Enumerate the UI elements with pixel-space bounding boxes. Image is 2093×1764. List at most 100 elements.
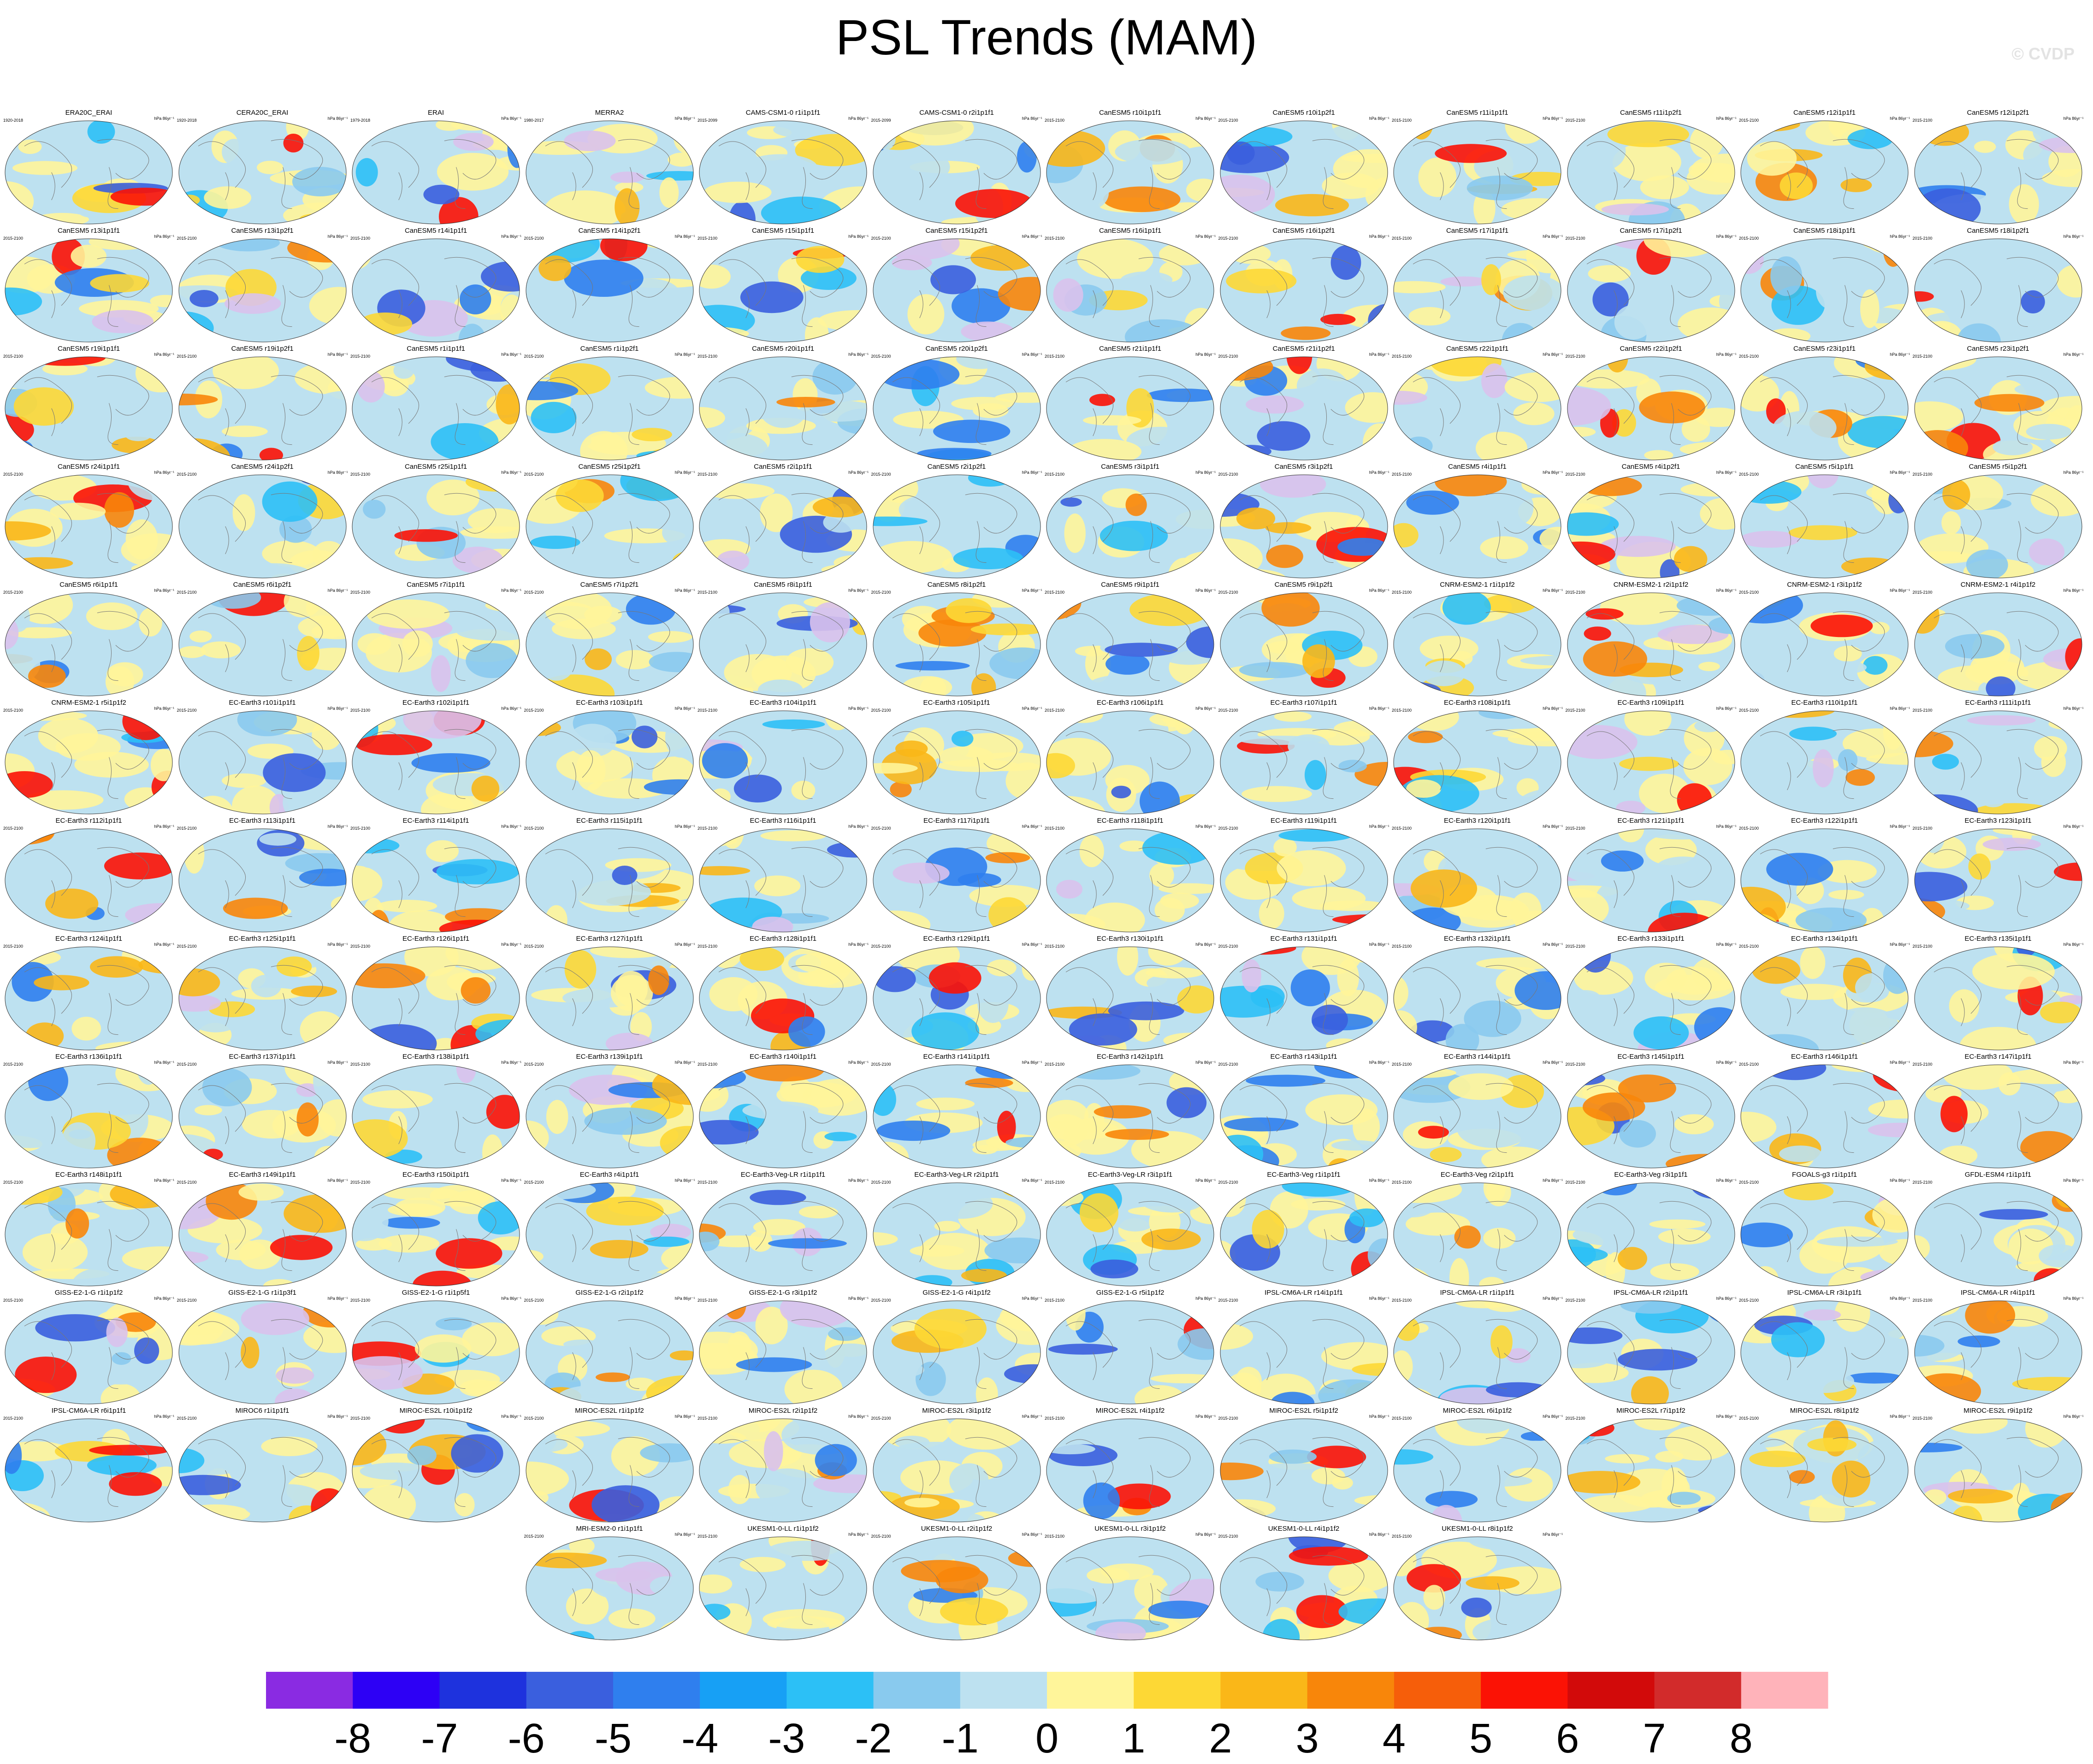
map-panel: CAMS-CSM1-0 r1i1p1f1 2015-2099 hPa 86yr⁻¹	[697, 109, 869, 227]
trend-map	[352, 356, 520, 460]
panel-period: 2015-2100	[698, 354, 718, 359]
panel-units: hPa 86yr⁻¹	[1543, 352, 1563, 357]
panel-period: 2015-2100	[1218, 236, 1238, 241]
panel-period: 2015-2100	[1739, 590, 1759, 595]
panel-title: UKESM1-0-LL r3i1p1f2	[1094, 1525, 1166, 1533]
panel-units: hPa 86yr⁻¹	[1369, 352, 1389, 357]
map-panel: CanESM5 r20i1p2f1 2015-2100 hPa 86yr⁻¹	[870, 345, 1043, 463]
panel-units: hPa 86yr⁻¹	[1369, 1296, 1389, 1301]
panel-units: hPa 86yr⁻¹	[1716, 1060, 1737, 1065]
trend-map	[1914, 356, 2082, 460]
panel-title: EC-Earth3 r119i1p1f1	[1271, 817, 1337, 825]
map-panel: CanESM5 r17i1p1f1 2015-2100 hPa 86yr⁻¹	[1391, 227, 1564, 345]
trend-map	[5, 592, 173, 696]
panel-title: CanESM5 r16i1p2f1	[1272, 227, 1335, 235]
panel-title: EC-Earth3 r132i1p1f1	[1443, 935, 1511, 943]
panel-title: MIROC-ES2L r10i1p1f2	[399, 1407, 473, 1415]
panel-period: 2015-2100	[871, 944, 891, 949]
panel-units: hPa 86yr⁻¹	[1195, 1414, 1216, 1419]
trend-map	[178, 1418, 346, 1522]
trend-map	[526, 1064, 693, 1168]
panel-units: hPa 86yr⁻¹	[1195, 588, 1216, 593]
panel-units: hPa 86yr⁻¹	[1022, 1178, 1042, 1183]
panel-title: EC-Earth3 r114i1p1f1	[402, 817, 469, 825]
trend-map	[1914, 1182, 2082, 1286]
map-panel: EC-Earth3 r125i1p1f1 2015-2100 hPa 86yr⁻¹	[176, 935, 349, 1053]
trend-map	[699, 1182, 867, 1286]
panel-period: 2015-2100	[1218, 708, 1238, 713]
map-panel: EC-Earth3-Veg r1i1p1f1 2015-2100 hPa 86yr⁻…	[1218, 1171, 1390, 1289]
trend-map	[1393, 1300, 1561, 1404]
trend-map	[526, 828, 693, 932]
trend-map	[526, 1536, 693, 1640]
panel-period: 2015-2100	[1045, 472, 1065, 477]
map-panel: CanESM5 r16i1p2f1 2015-2100 hPa 86yr⁻¹	[1218, 227, 1390, 345]
trend-map	[1740, 946, 1909, 1050]
panel-units: hPa 86yr⁻¹	[327, 824, 348, 829]
map-panel: GISS-E2-1-G r1i1p5f1 2015-2100 hPa 86yr⁻¹	[349, 1289, 522, 1407]
panel-title: CanESM5 r19i1p1f1	[57, 345, 120, 353]
trend-map	[352, 238, 520, 342]
panel-period: 2015-2100	[524, 826, 544, 831]
panel-title: CanESM5 r1i1p2f1	[580, 345, 639, 353]
map-panel: CanESM5 r13i1p2f1 2015-2100 hPa 86yr⁻¹	[176, 227, 349, 345]
panel-units: hPa 86yr⁻¹	[2063, 942, 2084, 947]
map-panel: CanESM5 r11i1p2f1 2015-2100 hPa 86yr⁻¹	[1565, 109, 1738, 227]
panel-period: 2015-2100	[698, 1534, 718, 1539]
panel-title: EC-Earth3 r143i1p1f1	[1270, 1053, 1337, 1061]
panel-title: EC-Earth3 r107i1p1f1	[1270, 699, 1337, 707]
trend-map	[5, 1418, 173, 1522]
panel-title: CanESM5 r2i1p1f1	[754, 463, 812, 471]
trend-map	[526, 710, 693, 814]
panel-title: IPSL-CM6A-LR r3i1p1f1	[1787, 1289, 1862, 1297]
map-panel: ERA20C_ERAI 1920-2018 hPa 86yr⁻¹	[2, 109, 175, 227]
panel-title: CanESM5 r11i1p2f1	[1620, 109, 1682, 117]
panel-period: 2015-2100	[1912, 1298, 1933, 1303]
panel-units: hPa 86yr⁻¹	[1022, 1414, 1042, 1419]
panel-title: CanESM5 r18i1p1f1	[1793, 227, 1856, 235]
trend-map	[352, 1182, 520, 1286]
panel-title: EC-Earth3 r138i1p1f1	[402, 1053, 470, 1061]
panel-title: MRI-ESM2-0 r1i1p1f1	[576, 1525, 643, 1533]
panel-title: CanESM5 r13i1p2f1	[231, 227, 294, 235]
map-panel: EC-Earth3 r111i1p1f1 2015-2100 hPa 86yr⁻¹	[1912, 699, 2085, 817]
trend-map	[1046, 1418, 1214, 1522]
trend-map	[352, 946, 520, 1050]
trend-map	[178, 1182, 346, 1286]
panel-period: 2015-2100	[177, 472, 197, 477]
panel-period: 2015-2100	[1218, 1416, 1238, 1421]
trend-map	[1740, 592, 1909, 696]
map-panel: ERAI 1979-2018 hPa 86yr⁻¹	[349, 109, 522, 227]
map-panel: EC-Earth3 r116i1p1f1 2015-2100 hPa 86yr⁻¹	[697, 817, 869, 935]
panel-period: 2015-2100	[1045, 354, 1065, 359]
panel-period: 2015-2100	[1392, 118, 1412, 123]
trend-map	[5, 238, 173, 342]
trend-map	[526, 1418, 693, 1522]
map-panel: CNRM-ESM2-1 r3i1p1f2 2015-2100 hPa 86yr⁻¹	[1738, 581, 1911, 699]
panel-units: hPa 86yr⁻¹	[1543, 1296, 1563, 1301]
trend-map	[352, 1300, 520, 1404]
map-panel: EC-Earth3 r147i1p1f1 2015-2100 hPa 86yr⁻¹	[1912, 1053, 2085, 1171]
panel-units: hPa 86yr⁻¹	[501, 942, 521, 947]
map-panel: EC-Earth3 r133i1p1f1 2015-2100 hPa 86yr⁻¹	[1565, 935, 1738, 1053]
panel-period: 2015-2100	[1912, 590, 1933, 595]
trend-map	[1046, 1064, 1214, 1168]
trend-map	[1393, 1064, 1561, 1168]
panel-period: 2015-2100	[1218, 354, 1238, 359]
map-panel: EC-Earth3 r137i1p1f1 2015-2100 hPa 86yr⁻¹	[176, 1053, 349, 1171]
panel-period: 2015-2100	[1912, 826, 1933, 831]
trend-map	[1567, 1064, 1735, 1168]
map-panel: CanESM5 r3i1p2f1 2015-2100 hPa 86yr⁻¹	[1218, 463, 1390, 581]
map-panel: EC-Earth3 r120i1p1f1 2015-2100 hPa 86yr⁻¹	[1391, 817, 1564, 935]
map-panel: CanESM5 r21i1p2f1 2015-2100 hPa 86yr⁻¹	[1218, 345, 1390, 463]
panel-title: EC-Earth3 r128i1p1f1	[749, 935, 817, 943]
panel-period: 2015-2100	[698, 708, 718, 713]
panel-units: hPa 86yr⁻¹	[1716, 1414, 1737, 1419]
map-panel: CanESM5 r5i1p1f1 2015-2100 hPa 86yr⁻¹	[1738, 463, 1911, 581]
panel-title: EC-Earth3 r103i1p1f1	[576, 699, 643, 707]
panel-title: EC-Earth3 r134i1p1f1	[1791, 935, 1858, 943]
panel-units: hPa 86yr⁻¹	[1022, 1060, 1042, 1065]
panel-title: CanESM5 r23i1p2f1	[1967, 345, 2029, 353]
trend-map	[1220, 1182, 1388, 1286]
trend-map	[352, 120, 520, 224]
